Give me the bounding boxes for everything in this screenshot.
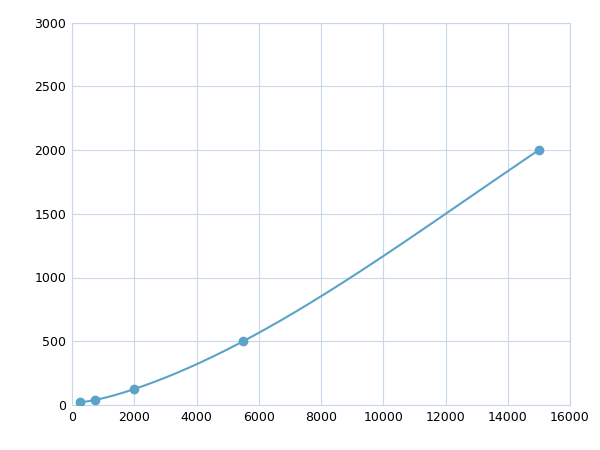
Point — [91, 396, 100, 404]
Point — [130, 386, 139, 393]
Point — [75, 399, 85, 406]
Point — [534, 146, 544, 153]
Point — [238, 338, 248, 345]
